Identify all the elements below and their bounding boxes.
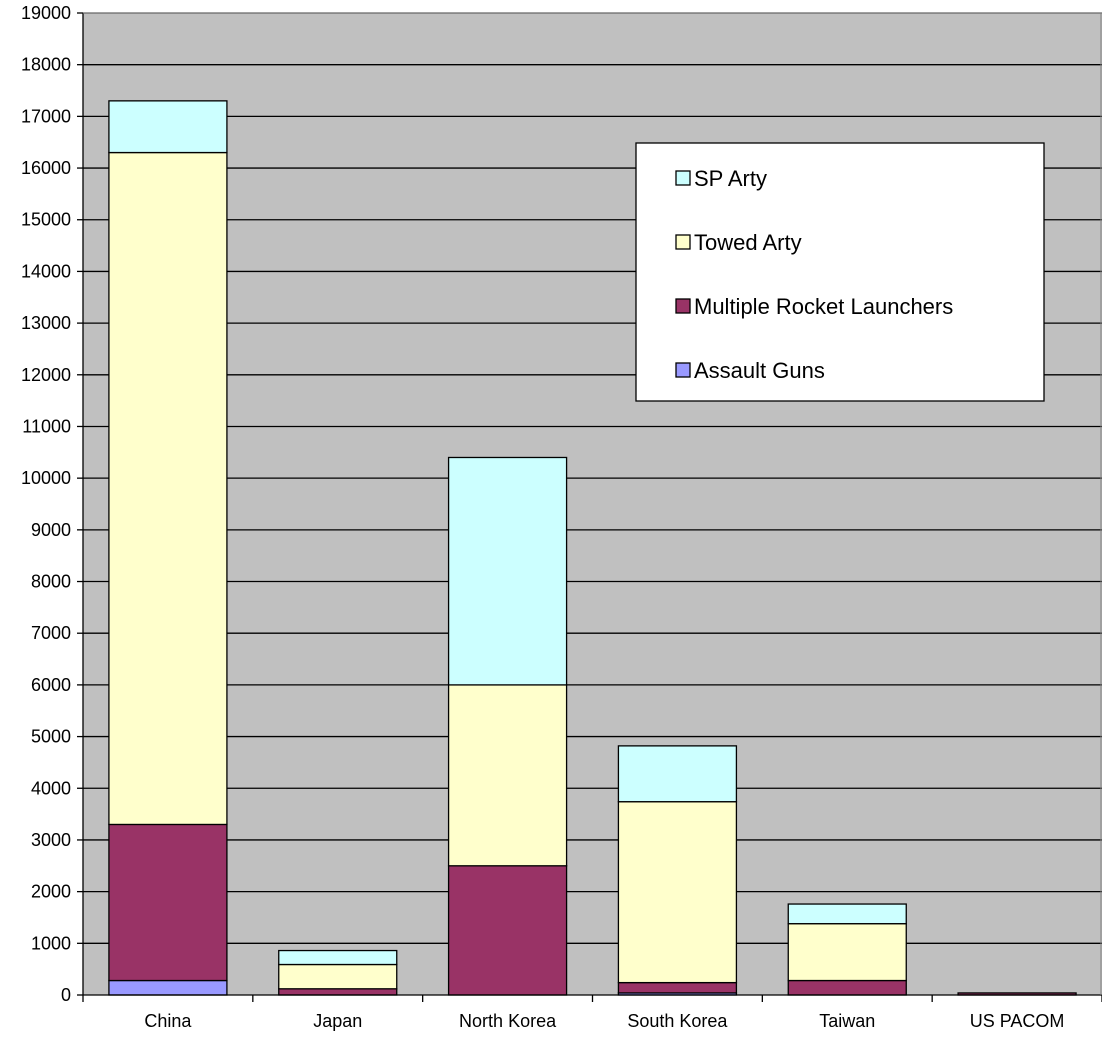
y-tick-label: 0: [61, 985, 71, 1005]
legend-label: Assault Guns: [694, 358, 825, 383]
x-tick-label: Taiwan: [819, 1011, 875, 1031]
legend-swatch: [675, 298, 691, 314]
y-tick-label: 7000: [31, 623, 71, 643]
bar-segment: [787, 979, 907, 996]
bar-segment: [447, 684, 568, 867]
legend-swatch: [675, 362, 691, 378]
legend-label: SP Arty: [694, 166, 767, 191]
y-tick-label: 4000: [31, 778, 71, 798]
y-tick-label: 14000: [21, 261, 71, 281]
bar-segment: [108, 100, 228, 154]
legend-box: [635, 142, 1045, 402]
x-axis-tick-labels: China Japan North Korea South Korea Taiwan US…: [144, 1011, 1064, 1031]
x-tick-label: Japan: [313, 1011, 362, 1031]
y-tick-label: 19000: [21, 3, 71, 23]
bars: [108, 100, 1077, 996]
bar-segment: [447, 456, 568, 686]
legend-swatch: [675, 234, 691, 250]
y-tick-label: 5000: [31, 727, 71, 747]
y-tick-label: 13000: [21, 313, 71, 333]
axes: [77, 12, 1102, 1002]
y-tick-label: 1000: [31, 933, 71, 953]
y-tick-label: 6000: [31, 675, 71, 695]
bar-segment: [108, 151, 228, 826]
y-tick-label: 12000: [21, 365, 71, 385]
bar-segment: [617, 981, 738, 994]
x-tick-label: South Korea: [627, 1011, 728, 1031]
y-tick-label: 11000: [22, 416, 71, 436]
bar-segment: [617, 801, 738, 984]
bar-segment: [787, 903, 907, 925]
legend-label: Multiple Rocket Launchers: [694, 294, 953, 319]
y-tick-label: 16000: [21, 158, 71, 178]
y-axis-tick-labels: 0 1000 2000 3000 4000 5000 6000 7000 8000 9000 100…: [21, 3, 71, 1005]
y-tick-label: 18000: [21, 55, 71, 75]
y-tick-label: 15000: [21, 210, 71, 230]
y-tick-label: 9000: [31, 520, 71, 540]
y-tick-label: 3000: [31, 830, 71, 850]
y-tick-label: 17000: [21, 106, 71, 126]
legend: SP Arty Towed Arty Multiple Rocket Launche…: [635, 142, 1045, 402]
x-tick-label: China: [144, 1011, 192, 1031]
y-tick-label: 2000: [31, 882, 71, 902]
bar-segment: [617, 745, 738, 803]
bar-segment: [108, 979, 228, 996]
bar-segment: [278, 963, 398, 990]
bar-segment: [447, 865, 568, 996]
y-tick-label: 8000: [31, 572, 71, 592]
bar-segment: [278, 949, 398, 966]
bar-segment: [108, 823, 228, 982]
x-tick-label: US PACOM: [970, 1011, 1065, 1031]
legend-swatch: [675, 170, 691, 186]
y-tick-label: 10000: [21, 468, 71, 488]
bar-segment: [278, 988, 398, 996]
legend-label: Towed Arty: [694, 230, 802, 255]
x-tick-label: North Korea: [459, 1011, 557, 1031]
bar-segment: [787, 923, 907, 982]
